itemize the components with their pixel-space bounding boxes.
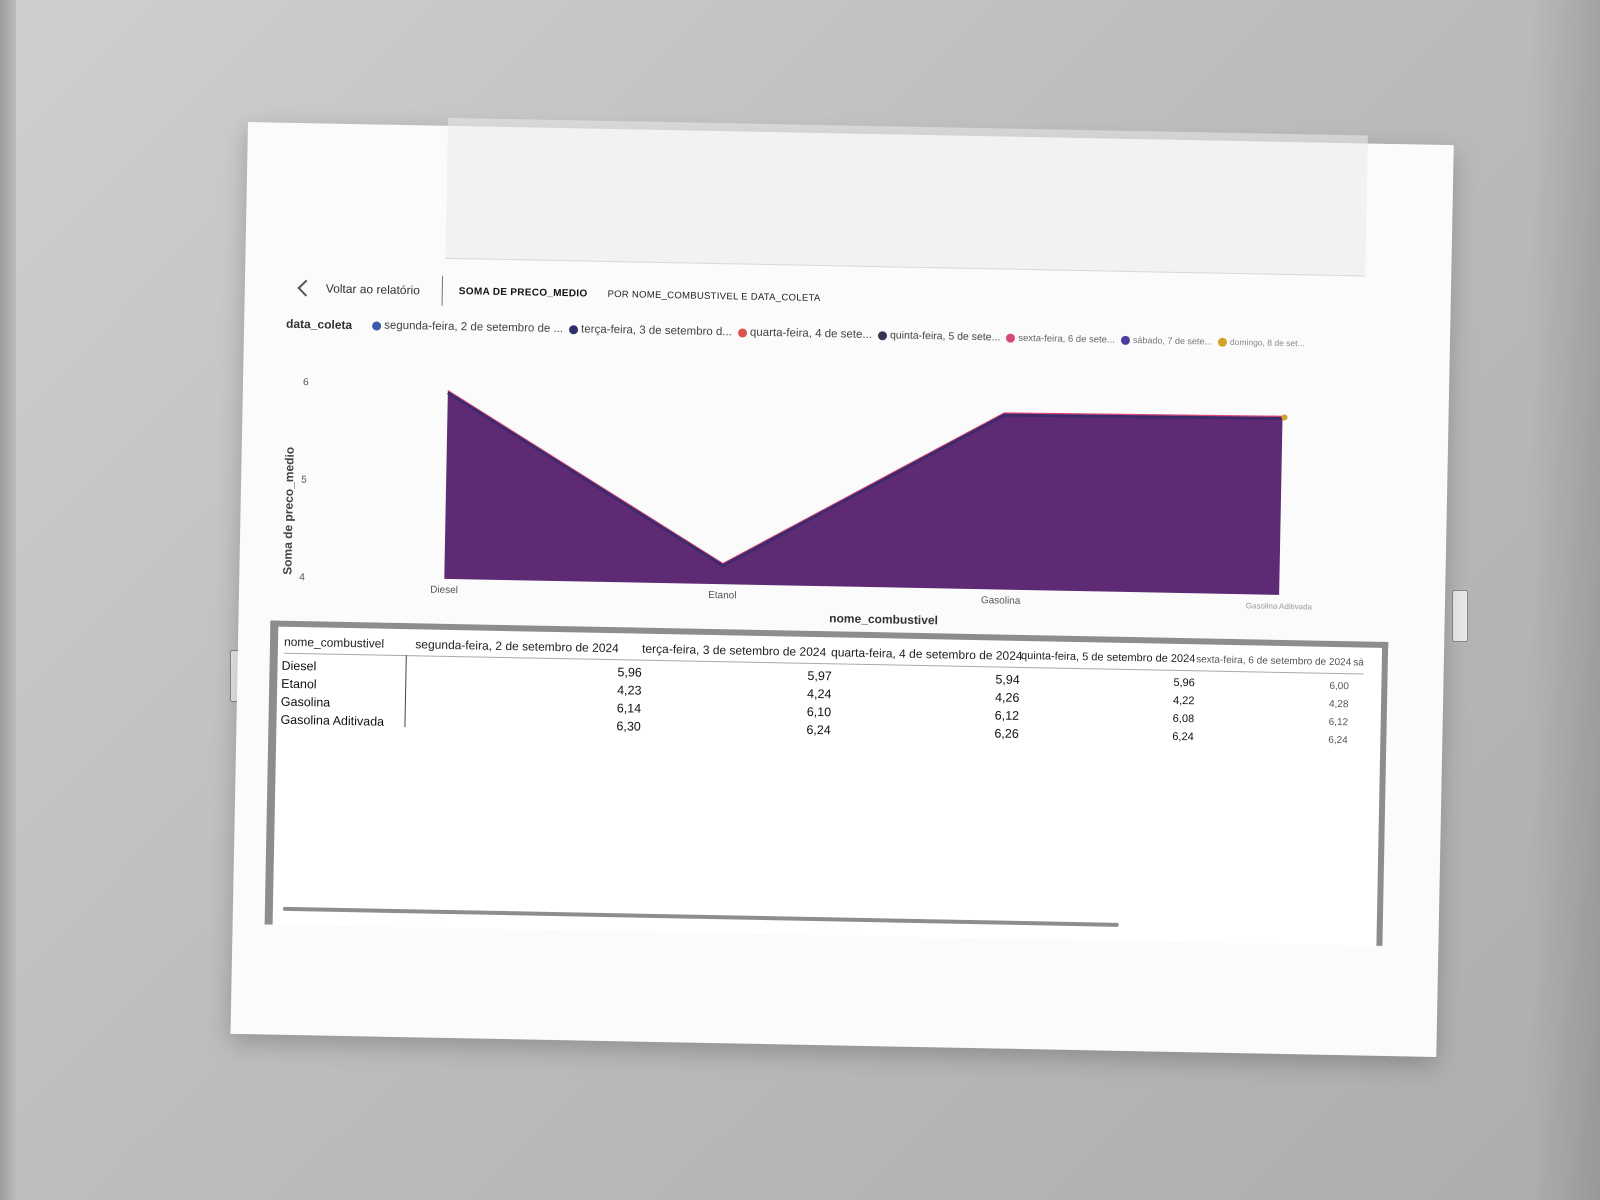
chart-legend: data_coleta segunda-feira, 2 de setembro…	[286, 317, 1311, 351]
y-tick-label: 4	[299, 572, 305, 583]
y-axis-ticks: 4 5 6	[299, 377, 309, 583]
printed-sheet: Voltar ao relatório SOMA DE PRECO_MEDIO …	[230, 117, 1454, 1057]
table-cell: 4,28	[1328, 698, 1349, 710]
table-cell: 6,14	[616, 701, 642, 716]
table-cell: 5,96	[617, 665, 642, 680]
visual-title: SOMA DE PRECO_MEDIO	[458, 285, 588, 300]
table-cell: 5,96	[1173, 676, 1195, 690]
chevron-left-icon[interactable]	[297, 279, 315, 297]
matrix-table: nome_combustivel segunda-feira, 2 de set…	[264, 620, 1389, 946]
table-cell: 6,08	[1172, 712, 1195, 726]
legend-item[interactable]: sábado, 7 de sete...	[1120, 335, 1213, 347]
report-header: Voltar ao relatório SOMA DE PRECO_MEDIO …	[297, 273, 821, 313]
horizontal-scrollbar[interactable]	[282, 906, 1119, 927]
column-header[interactable]: sá	[1353, 656, 1364, 669]
series-line[interactable]	[445, 390, 1283, 575]
table-cell: 6,10	[806, 704, 832, 720]
legend-label: quarta-feira, 4 de sete...	[749, 326, 873, 342]
table-cell: 6,30	[616, 719, 641, 734]
column-header[interactable]: segunda-feira, 2 de setembro de 2024	[415, 637, 619, 656]
legend-item[interactable]: quinta-feira, 5 de sete...	[877, 329, 1001, 344]
legend-dot-icon	[877, 330, 888, 340]
table-cell: 4,22	[1172, 694, 1195, 708]
area-series[interactable]	[444, 391, 1283, 595]
legend-item[interactable]: terça-feira, 3 de setembro d...	[569, 323, 732, 338]
table-cell: 4,24	[806, 686, 832, 702]
tape	[445, 117, 1368, 277]
x-axis-ticks: Diesel Etanol Gasolina Gasolina Aditivada	[430, 585, 1313, 612]
table-cell: 6,12	[994, 708, 1020, 723]
legend-item[interactable]: quarta-feira, 4 de sete...	[737, 326, 873, 342]
y-axis-title: Soma de preco_medio	[280, 447, 296, 575]
row-label: Gasolina Aditivada	[280, 712, 385, 729]
legend-dot-icon	[1120, 335, 1131, 345]
legend-dot-icon	[1006, 333, 1016, 343]
legend-label: quinta-feira, 5 de sete...	[889, 329, 1001, 344]
series-point[interactable]	[1281, 414, 1288, 421]
plot-area	[444, 390, 1288, 595]
x-tick-label: Gasolina Aditivada	[1246, 601, 1313, 611]
legend-dot-icon	[569, 324, 579, 334]
legend-dot-icon	[737, 327, 748, 338]
table-cell: 6,24	[1328, 734, 1348, 746]
y-tick-label: 5	[301, 475, 307, 486]
back-to-report-link[interactable]: Voltar ao relatório	[325, 281, 420, 298]
table-cell: 4,26	[994, 690, 1020, 705]
legend-label: segunda-feira, 2 de setembro de ...	[384, 319, 564, 336]
table-cell: 5,97	[807, 668, 832, 684]
table-cell: 6,24	[806, 722, 831, 738]
legend-dot-icon	[1217, 337, 1228, 347]
y-tick-label: 6	[303, 377, 309, 388]
x-tick-label: Etanol	[708, 590, 737, 602]
series-line[interactable]	[445, 391, 1283, 577]
legend-item[interactable]: segunda-feira, 2 de setembro de ...	[372, 319, 563, 335]
column-header[interactable]: quinta-feira, 5 de setembro de 2024	[1020, 649, 1196, 666]
wall-edge	[0, 0, 16, 1200]
right-clip	[1452, 590, 1468, 642]
header-divider	[441, 275, 444, 306]
table-cell: 6,12	[1328, 716, 1349, 728]
table-cell: 5,94	[995, 672, 1020, 687]
table-cell: 6,24	[1172, 730, 1194, 744]
x-axis-title: nome_combustivel	[829, 611, 938, 627]
legend-label: sábado, 7 de sete...	[1132, 335, 1213, 347]
table-cell: 4,23	[617, 683, 642, 698]
legend-dot-icon	[372, 320, 382, 331]
table-cell: 6,00	[1329, 680, 1349, 692]
column-header[interactable]: quarta-feira, 4 de setembro de 2024	[830, 645, 1023, 663]
column-header[interactable]: sexta-feira, 6 de setembro de 2024	[1196, 653, 1352, 668]
area-chart: Soma de preco_medio 4 5 6 Diesel Etanol Gaso…	[280, 377, 1313, 627]
column-header[interactable]: terça-feira, 3 de setembro de 2024	[641, 641, 827, 660]
legend-label: domingo, 8 de set...	[1229, 336, 1305, 349]
legend-label: sexta-feira, 6 de sete...	[1018, 332, 1116, 346]
legend-item[interactable]: domingo, 8 de set...	[1217, 336, 1305, 349]
wall-shadow	[1530, 0, 1600, 1200]
legend-label: terça-feira, 3 de setembro d...	[580, 323, 733, 339]
legend-item[interactable]: sexta-feira, 6 de sete...	[1006, 332, 1115, 345]
x-tick-label: Diesel	[430, 585, 458, 597]
legend-title: data_coleta	[285, 316, 353, 333]
x-tick-label: Gasolina	[981, 595, 1021, 607]
column-header[interactable]: nome_combustivel	[283, 634, 385, 651]
visual-subtitle: POR NOME_COMBUSTIVEL E DATA_COLETA	[607, 288, 821, 304]
table-cell: 6,26	[994, 726, 1019, 741]
